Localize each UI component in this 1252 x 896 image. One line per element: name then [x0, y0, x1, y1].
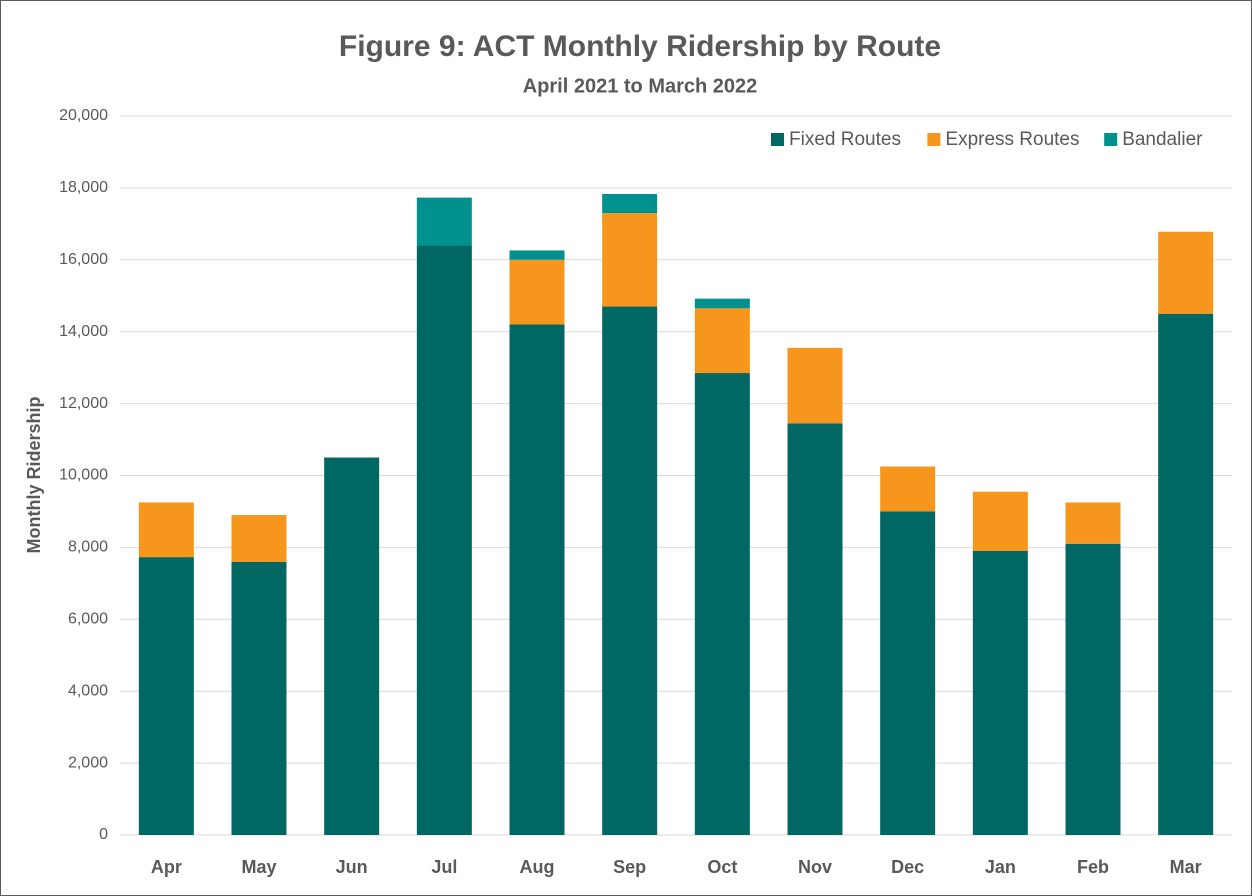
x-tick-label: May — [241, 857, 276, 877]
bar-segment — [1158, 313, 1214, 836]
bar-segment — [324, 457, 380, 835]
bar-segment — [972, 550, 1028, 835]
bar-segment — [694, 308, 750, 374]
x-tick-label: Apr — [151, 857, 182, 877]
bar-segment — [787, 347, 843, 424]
bar-segment — [694, 298, 750, 309]
y-tick-label: 16,000 — [59, 251, 108, 268]
x-tick-label: Jun — [336, 857, 368, 877]
y-tick-label: 0 — [99, 826, 108, 843]
y-tick-label: 4,000 — [68, 682, 108, 699]
x-tick-label: Nov — [798, 857, 832, 877]
bar-segment — [602, 306, 658, 835]
y-tick-label: 6,000 — [68, 611, 108, 628]
y-tick-label: 20,000 — [59, 107, 108, 124]
bar-segment — [509, 259, 565, 325]
y-tick-label: 18,000 — [59, 179, 108, 196]
chart-subtitle: April 2021 to March 2022 — [523, 75, 758, 97]
legend-label: Express Routes — [945, 129, 1079, 150]
y-tick-label: 12,000 — [59, 395, 108, 412]
x-tick-label: Mar — [1170, 857, 1202, 877]
x-tick-label: Aug — [520, 857, 555, 877]
x-tick-label: Sep — [613, 857, 646, 877]
bar-segment — [602, 213, 658, 307]
bar-segment — [138, 502, 194, 558]
legend-swatch — [927, 133, 941, 146]
x-tick-label: Oct — [707, 857, 737, 877]
bar-segment — [787, 423, 843, 835]
bar-segment — [416, 197, 472, 246]
bar-segment — [509, 324, 565, 835]
bar-segment — [231, 515, 287, 562]
bar-segment — [972, 491, 1028, 551]
legend-label: Fixed Routes — [789, 129, 901, 150]
bar-segment — [416, 245, 472, 836]
bar-segment — [880, 466, 936, 512]
x-tick-label: Jan — [985, 857, 1016, 877]
bar-segment — [509, 250, 565, 260]
legend-label: Bandalier — [1122, 129, 1203, 150]
bar-segment — [231, 561, 287, 835]
y-tick-label: 2,000 — [68, 754, 108, 771]
bar-segment — [1158, 231, 1214, 314]
legend-swatch — [1104, 133, 1118, 146]
bar-segment — [138, 557, 194, 835]
legend-swatch — [771, 133, 784, 146]
x-tick-label: Jul — [431, 857, 457, 877]
y-tick-label: 10,000 — [59, 467, 108, 484]
chart-title: Figure 9: ACT Monthly Ridership by Route — [339, 30, 941, 63]
y-axis-label: Monthly Ridership — [24, 396, 44, 553]
bar-segment — [880, 511, 936, 835]
y-tick-label: 8,000 — [68, 539, 108, 556]
bar-segment — [1065, 543, 1121, 835]
y-tick-label: 14,000 — [59, 323, 108, 340]
x-tick-label: Dec — [891, 857, 924, 877]
bar-segment — [694, 373, 750, 835]
bar-segment — [1065, 502, 1121, 544]
bar-segment — [602, 194, 658, 214]
x-tick-label: Feb — [1077, 857, 1109, 877]
